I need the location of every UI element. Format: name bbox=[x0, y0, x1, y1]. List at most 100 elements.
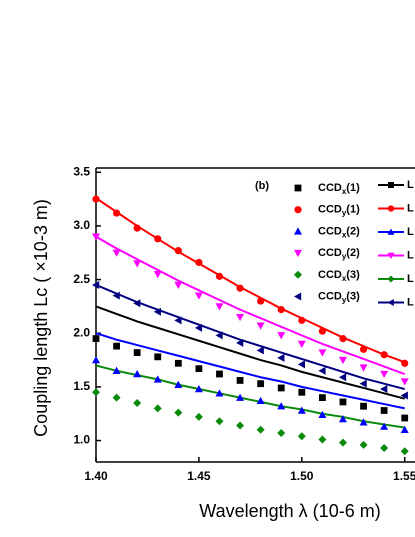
marker bbox=[133, 260, 142, 268]
marker bbox=[277, 384, 285, 392]
marker bbox=[277, 332, 286, 340]
marker bbox=[92, 335, 100, 343]
marker bbox=[92, 356, 100, 364]
marker bbox=[113, 342, 120, 350]
legend-label: L bbox=[407, 296, 414, 308]
legend-marker bbox=[387, 228, 395, 235]
marker bbox=[359, 418, 368, 426]
marker bbox=[194, 385, 203, 393]
legend-marker bbox=[387, 275, 395, 283]
y-tick-label: 3.5 bbox=[73, 164, 90, 178]
marker bbox=[112, 209, 121, 217]
legend-label: L bbox=[407, 273, 414, 285]
marker bbox=[339, 335, 347, 343]
marker bbox=[194, 412, 203, 421]
marker bbox=[236, 284, 244, 292]
y-tick-label: 2.0 bbox=[73, 325, 90, 339]
legend-marker bbox=[294, 270, 302, 279]
marker bbox=[154, 353, 162, 361]
marker bbox=[400, 378, 409, 386]
marker bbox=[277, 402, 286, 410]
marker bbox=[92, 280, 100, 289]
legend-marker bbox=[387, 205, 395, 212]
marker bbox=[153, 404, 162, 413]
marker bbox=[194, 323, 203, 332]
marker bbox=[133, 349, 141, 356]
marker bbox=[112, 291, 120, 300]
marker bbox=[297, 340, 306, 348]
marker bbox=[153, 271, 162, 279]
marker bbox=[174, 247, 182, 255]
marker bbox=[277, 353, 285, 362]
legend-label: CCDx(3) bbox=[318, 269, 360, 283]
marker bbox=[194, 292, 203, 300]
marker bbox=[215, 272, 224, 280]
x-tick-label: 1.50 bbox=[290, 469, 314, 483]
marker bbox=[338, 356, 347, 365]
marker bbox=[153, 375, 162, 383]
x-tick-label: 1.40 bbox=[84, 469, 108, 483]
y-tick-label: 1.5 bbox=[73, 379, 90, 393]
marker bbox=[359, 379, 367, 388]
legend-marker bbox=[294, 206, 302, 214]
marker bbox=[400, 425, 409, 434]
marker bbox=[318, 394, 326, 402]
marker bbox=[338, 415, 347, 423]
fit-line bbox=[96, 332, 405, 410]
marker bbox=[256, 396, 265, 405]
marker bbox=[401, 359, 409, 367]
marker bbox=[380, 385, 388, 394]
legend-label: L bbox=[407, 249, 414, 261]
legend-label: L bbox=[407, 179, 414, 191]
marker bbox=[215, 417, 224, 426]
marker bbox=[380, 407, 388, 414]
fit-line bbox=[96, 284, 405, 391]
marker bbox=[298, 388, 306, 396]
marker bbox=[174, 316, 182, 325]
x-tick-label: 1.45 bbox=[187, 469, 211, 483]
marker bbox=[277, 429, 286, 438]
legend-label: L bbox=[407, 226, 414, 238]
marker bbox=[360, 402, 367, 410]
y-tick-label: 2.5 bbox=[73, 272, 90, 286]
marker bbox=[380, 370, 389, 379]
marker bbox=[297, 432, 306, 441]
legend-label: CCDx(1) bbox=[318, 182, 360, 196]
legend-marker bbox=[388, 182, 394, 188]
legend-marker bbox=[387, 252, 395, 259]
marker bbox=[92, 233, 100, 241]
marker bbox=[359, 440, 368, 449]
marker bbox=[112, 393, 121, 402]
marker bbox=[195, 365, 203, 373]
y-axis-label: Coupling length Lc ( ×10-3 m) bbox=[31, 199, 51, 437]
marker bbox=[318, 435, 327, 444]
marker bbox=[318, 410, 327, 418]
marker bbox=[257, 297, 265, 305]
marker bbox=[400, 447, 409, 456]
marker bbox=[92, 388, 100, 397]
fit-line bbox=[96, 305, 405, 400]
marker bbox=[256, 322, 265, 330]
marker bbox=[112, 366, 121, 374]
marker bbox=[195, 258, 203, 267]
marker bbox=[256, 425, 265, 434]
legend-marker bbox=[294, 249, 302, 258]
marker bbox=[256, 346, 264, 355]
legend-label: CCDx(2) bbox=[318, 225, 360, 239]
legend-label: CCDy(2) bbox=[318, 247, 360, 261]
annotation: (b) bbox=[255, 180, 269, 192]
legend-label: CCDy(3) bbox=[318, 290, 360, 304]
x-axis-label: Wavelength λ (10-6 m) bbox=[199, 501, 380, 521]
marker bbox=[133, 398, 142, 407]
marker bbox=[359, 364, 368, 372]
marker bbox=[380, 351, 388, 359]
marker bbox=[339, 398, 347, 406]
marker bbox=[318, 349, 327, 357]
marker bbox=[154, 235, 162, 243]
marker bbox=[236, 313, 245, 322]
marker bbox=[401, 414, 409, 422]
legend-marker bbox=[294, 292, 302, 301]
x-tick-label: 1.55 bbox=[393, 469, 415, 483]
marker bbox=[338, 438, 347, 447]
